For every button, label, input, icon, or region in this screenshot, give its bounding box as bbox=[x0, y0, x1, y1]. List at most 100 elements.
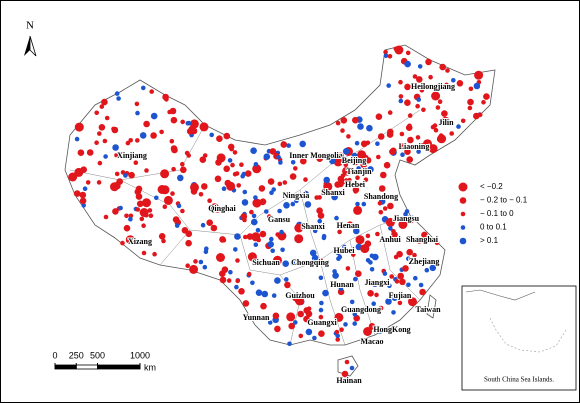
station-dot bbox=[81, 203, 86, 208]
station-dot bbox=[477, 112, 483, 118]
station-dot bbox=[376, 327, 384, 334]
station-dot bbox=[250, 147, 257, 154]
station-dot bbox=[427, 259, 433, 264]
station-dot bbox=[385, 217, 395, 227]
station-dot bbox=[242, 189, 248, 195]
station-dot bbox=[160, 185, 170, 195]
station-dot bbox=[226, 181, 236, 191]
station-dot bbox=[263, 153, 271, 160]
station-dot bbox=[355, 201, 360, 207]
province-borders bbox=[69, 109, 421, 346]
station-dot bbox=[286, 312, 296, 322]
province-label: Jiangxi bbox=[365, 278, 391, 287]
station-dot bbox=[206, 219, 213, 226]
station-dot bbox=[210, 224, 218, 232]
province-label: Shanghai bbox=[406, 235, 439, 244]
station-dot bbox=[399, 278, 406, 286]
station-dot bbox=[135, 138, 140, 143]
station-dot bbox=[74, 167, 84, 177]
province-label: Qinghai bbox=[208, 204, 236, 213]
station-dot bbox=[228, 269, 233, 275]
station-dot bbox=[360, 161, 368, 169]
station-dot bbox=[267, 320, 273, 325]
station-dot bbox=[378, 305, 384, 311]
station-dot bbox=[419, 288, 426, 296]
station-dot bbox=[317, 212, 325, 219]
station-dot bbox=[391, 231, 398, 238]
station-dot bbox=[253, 162, 259, 167]
station-dot bbox=[162, 204, 168, 209]
station-dot bbox=[388, 226, 393, 231]
station-dot bbox=[147, 208, 153, 213]
station-dot bbox=[441, 116, 451, 126]
station-dot bbox=[214, 175, 222, 183]
province-label: Anhui bbox=[379, 235, 401, 244]
station-dot bbox=[323, 182, 333, 192]
station-dot bbox=[367, 166, 374, 173]
station-dot bbox=[345, 266, 351, 271]
station-dot bbox=[181, 227, 189, 234]
station-dot bbox=[136, 200, 144, 208]
station-dot bbox=[382, 206, 388, 211]
station-dot bbox=[116, 178, 123, 185]
scale-segment bbox=[97, 364, 141, 370]
station-dot bbox=[340, 128, 345, 133]
station-dot bbox=[393, 46, 399, 52]
station-dot bbox=[408, 215, 416, 223]
station-dot bbox=[337, 229, 342, 235]
station-dot bbox=[334, 312, 344, 322]
station-dot bbox=[368, 260, 373, 265]
province-label: Hainan bbox=[336, 376, 362, 385]
station-dot bbox=[252, 164, 262, 174]
station-dot bbox=[342, 166, 352, 176]
station-dot bbox=[233, 247, 238, 252]
station-dot bbox=[272, 217, 278, 222]
station-dot bbox=[271, 293, 277, 298]
station-dot bbox=[234, 284, 239, 290]
station-dot bbox=[333, 157, 343, 167]
station-dot bbox=[375, 231, 380, 237]
station-dot bbox=[249, 209, 254, 215]
station-dot bbox=[97, 160, 103, 166]
station-dot bbox=[207, 198, 212, 203]
station-dot bbox=[404, 60, 411, 68]
province-label: Shanxi bbox=[301, 222, 325, 231]
station-dot bbox=[103, 154, 108, 159]
station-dot bbox=[386, 83, 392, 88]
station-dot bbox=[171, 146, 178, 154]
province-label: Yunnan bbox=[243, 313, 270, 322]
station-dot bbox=[73, 190, 81, 197]
station-dot bbox=[114, 171, 120, 177]
station-dot bbox=[297, 310, 305, 318]
station-dot bbox=[383, 53, 389, 58]
station-dot bbox=[355, 175, 360, 180]
scale-label: 500 bbox=[90, 350, 105, 360]
station-dot bbox=[405, 124, 413, 131]
station-dot bbox=[400, 152, 405, 157]
station-dot bbox=[412, 252, 417, 258]
station-dot bbox=[169, 138, 175, 144]
station-dot bbox=[276, 155, 281, 160]
station-dot bbox=[391, 294, 399, 302]
station-dot bbox=[376, 154, 381, 160]
station-dot bbox=[221, 266, 229, 274]
station-dot bbox=[150, 112, 158, 120]
station-dot bbox=[337, 152, 345, 160]
province-label: Henan bbox=[337, 221, 360, 230]
station-dot bbox=[417, 239, 422, 244]
station-dot bbox=[290, 260, 296, 266]
station-dot bbox=[273, 255, 282, 265]
station-dot bbox=[180, 161, 185, 167]
station-dot bbox=[404, 99, 411, 106]
station-dot bbox=[171, 166, 176, 172]
station-dot bbox=[407, 136, 414, 144]
station-dot bbox=[199, 156, 207, 163]
station-dot bbox=[124, 213, 129, 219]
station-dot bbox=[114, 153, 119, 158]
station-dot bbox=[368, 323, 376, 330]
station-dot bbox=[335, 120, 341, 126]
station-dot bbox=[180, 208, 185, 214]
station-dot bbox=[250, 280, 255, 286]
station-dot bbox=[387, 128, 394, 136]
